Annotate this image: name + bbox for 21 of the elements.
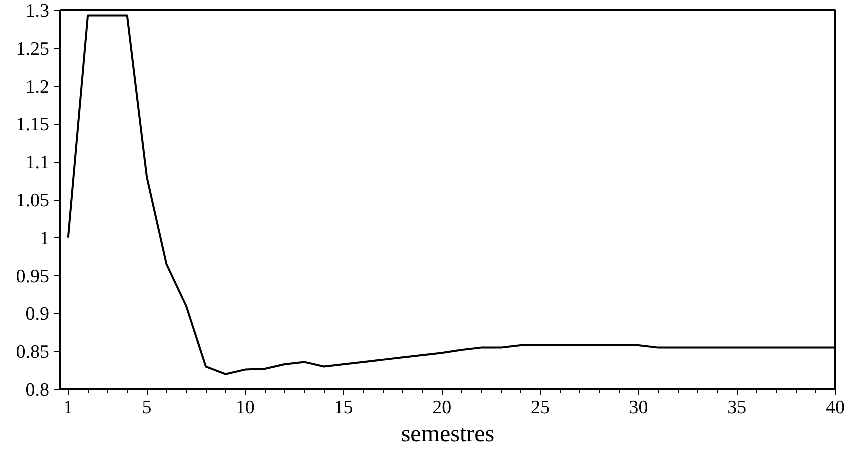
x-tick-label: 35 [728,398,747,418]
y-tick-label: 0.85 [16,342,50,364]
y-tick-label: 1.2 [26,76,50,98]
y-tick-label: 1.1 [26,152,50,174]
y-tick-label: 1 [40,228,50,250]
x-tick-label: 25 [530,398,550,418]
y-tick-label: 0.95 [16,266,50,288]
x-tick-label: 10 [236,398,255,418]
x-tick-label: 1 [64,398,74,418]
y-tick-label: 1.05 [16,190,50,212]
x-tick-label: 15 [334,398,354,418]
x-axis-title: semestres [401,422,495,448]
x-tick-label: 40 [826,398,845,418]
y-tick-label: 1.15 [16,114,50,136]
y-tick-label: 1.25 [16,38,50,60]
x-tick-label: 5 [142,398,152,418]
x-tick-label: 30 [629,398,648,418]
y-tick-label: 0.9 [26,304,50,326]
y-tick-label: 1.3 [26,1,50,22]
x-tick-label: 20 [432,398,452,418]
y-tick-label: 0.8 [26,380,50,401]
